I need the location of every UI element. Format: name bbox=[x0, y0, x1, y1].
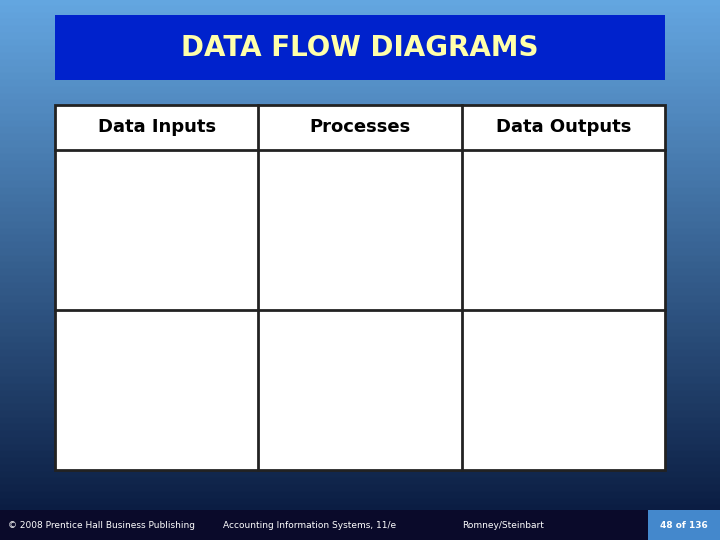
Text: Accounting Information Systems, 11/e: Accounting Information Systems, 11/e bbox=[223, 521, 397, 530]
Bar bbox=[0, 147, 720, 156]
Bar bbox=[0, 357, 720, 366]
Bar bbox=[0, 512, 720, 521]
Bar bbox=[0, 316, 720, 325]
Bar bbox=[0, 249, 720, 258]
Bar bbox=[648, 510, 720, 540]
Bar bbox=[0, 0, 720, 8]
Bar bbox=[0, 222, 720, 231]
Bar bbox=[0, 33, 720, 42]
Bar bbox=[0, 161, 720, 170]
Bar bbox=[0, 26, 720, 35]
Bar bbox=[0, 46, 720, 55]
Bar bbox=[0, 296, 720, 305]
Bar bbox=[0, 471, 720, 480]
Text: Processes: Processes bbox=[310, 118, 410, 137]
Bar bbox=[0, 478, 720, 487]
Bar bbox=[0, 303, 720, 312]
Text: Romney/Steinbart: Romney/Steinbart bbox=[462, 521, 544, 530]
Bar bbox=[0, 363, 720, 372]
Text: DATA FLOW DIAGRAMS: DATA FLOW DIAGRAMS bbox=[181, 33, 539, 62]
Bar bbox=[0, 114, 720, 123]
Bar bbox=[55, 105, 665, 470]
Bar bbox=[0, 370, 720, 379]
Bar bbox=[0, 417, 720, 426]
Bar bbox=[0, 235, 720, 244]
Bar bbox=[0, 100, 720, 109]
Bar bbox=[0, 262, 720, 271]
Bar bbox=[0, 424, 720, 433]
Bar bbox=[0, 66, 720, 75]
Bar bbox=[0, 505, 720, 514]
Bar bbox=[0, 451, 720, 460]
Bar bbox=[0, 438, 720, 447]
Bar bbox=[0, 19, 720, 28]
Bar bbox=[0, 336, 720, 345]
Bar bbox=[0, 242, 720, 251]
Bar bbox=[0, 188, 720, 197]
Bar bbox=[0, 282, 720, 291]
Text: 48 of 136: 48 of 136 bbox=[660, 521, 708, 530]
Bar bbox=[0, 377, 720, 386]
Bar bbox=[0, 492, 720, 501]
Bar bbox=[0, 525, 720, 534]
Bar bbox=[0, 93, 720, 102]
Text: © 2008 Prentice Hall Business Publishing: © 2008 Prentice Hall Business Publishing bbox=[8, 521, 195, 530]
Text: Data Inputs: Data Inputs bbox=[98, 118, 216, 137]
Bar bbox=[0, 181, 720, 190]
Bar bbox=[0, 510, 720, 540]
Bar bbox=[0, 397, 720, 406]
Bar bbox=[0, 431, 720, 440]
Bar bbox=[0, 134, 720, 143]
Bar bbox=[0, 208, 720, 217]
Bar bbox=[0, 330, 720, 339]
Bar bbox=[0, 120, 720, 129]
Bar bbox=[0, 141, 720, 150]
Bar bbox=[0, 411, 720, 420]
Bar bbox=[0, 215, 720, 224]
Bar bbox=[0, 390, 720, 399]
Bar bbox=[0, 53, 720, 62]
Bar bbox=[0, 384, 720, 393]
Bar bbox=[0, 350, 720, 359]
Bar bbox=[0, 343, 720, 352]
Bar bbox=[0, 12, 720, 21]
Bar bbox=[0, 73, 720, 82]
Bar bbox=[0, 80, 720, 89]
Bar bbox=[0, 127, 720, 136]
Bar bbox=[0, 323, 720, 332]
Bar bbox=[0, 201, 720, 210]
Bar bbox=[0, 404, 720, 413]
Bar bbox=[0, 60, 720, 69]
Bar bbox=[0, 519, 720, 528]
Bar bbox=[0, 6, 720, 15]
Bar bbox=[0, 465, 720, 474]
Bar bbox=[0, 174, 720, 183]
Bar bbox=[0, 195, 720, 204]
Bar bbox=[0, 498, 720, 507]
Bar bbox=[0, 39, 720, 48]
Bar bbox=[0, 276, 720, 285]
Bar bbox=[0, 269, 720, 278]
Bar bbox=[0, 309, 720, 318]
Bar bbox=[0, 458, 720, 467]
Bar bbox=[0, 289, 720, 298]
Bar bbox=[0, 532, 720, 540]
Bar bbox=[55, 15, 665, 80]
Text: Data Outputs: Data Outputs bbox=[495, 118, 631, 137]
Bar bbox=[0, 168, 720, 177]
Bar bbox=[0, 228, 720, 237]
Bar bbox=[0, 444, 720, 453]
Bar bbox=[0, 87, 720, 96]
Bar bbox=[0, 107, 720, 116]
Bar bbox=[0, 485, 720, 494]
Bar bbox=[0, 255, 720, 264]
Bar bbox=[0, 154, 720, 163]
